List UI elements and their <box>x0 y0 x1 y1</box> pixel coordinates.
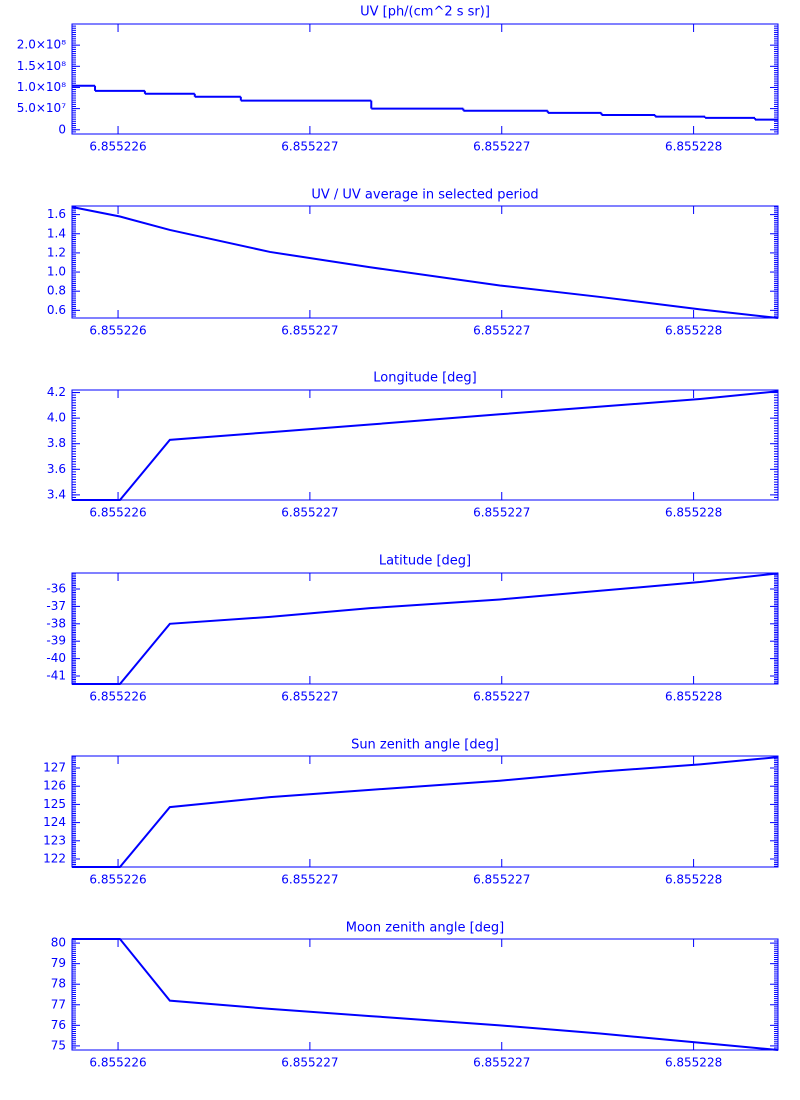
x-tick-label: 6.855228 <box>665 1056 722 1070</box>
panel: UV [ph/(cm^2 s sr)] 0 5.0×10⁷ 1.0×10⁸ 1.5×10… <box>17 5 779 154</box>
plot-frame <box>71 389 779 501</box>
y-tick-label: 77 <box>51 997 66 1011</box>
y-tick-label: 2.0×10⁸ <box>17 38 66 52</box>
y-tick-label: -39 <box>46 634 66 648</box>
x-tick-label: 6.855226 <box>89 873 146 887</box>
x-tick-label: 6.855226 <box>89 324 146 338</box>
plot-frame <box>71 205 779 319</box>
y-tick-label: 75 <box>51 1038 66 1052</box>
x-tick-label: 6.855227 <box>281 140 338 154</box>
y-tick-label: -40 <box>46 651 66 665</box>
y-tick-label: -36 <box>46 582 66 596</box>
y-tick-label: 1.2 <box>47 245 66 259</box>
y-tick-label: 124 <box>43 815 66 829</box>
y-tick-label: 3.6 <box>47 462 66 476</box>
y-tick-label: 127 <box>43 761 66 775</box>
y-tick-label: 1.5×10⁸ <box>17 59 66 73</box>
x-tick-label: 6.855227 <box>473 1056 530 1070</box>
x-tick-label: 6.855227 <box>281 1056 338 1070</box>
chart-title: Sun zenith angle [deg] <box>351 738 499 753</box>
data-line <box>72 572 779 685</box>
chart-title: UV [ph/(cm^2 s sr)] <box>360 5 490 20</box>
y-tick-label: 4.0 <box>47 411 66 425</box>
x-tick-label: 6.855227 <box>473 140 530 154</box>
x-tick-label: 6.855228 <box>665 506 722 520</box>
x-tick-label: 6.855226 <box>89 690 146 704</box>
x-tick-label: 6.855227 <box>473 324 530 338</box>
y-tick-label: 76 <box>51 1018 66 1032</box>
chart-title: UV / UV average in selected period <box>311 188 538 203</box>
y-tick-label: 79 <box>51 956 66 970</box>
y-tick-label: 80 <box>51 936 66 950</box>
y-tick-label: 0.6 <box>47 303 66 317</box>
y-tick-label: 125 <box>43 797 66 811</box>
data-line <box>72 390 779 501</box>
y-tick-label: 122 <box>43 851 66 865</box>
y-tick-label: 5.0×10⁷ <box>17 101 66 115</box>
x-tick-label: 6.855227 <box>281 873 338 887</box>
x-tick-label: 6.855226 <box>89 1056 146 1070</box>
panel: Longitude [deg] 3.4 3.6 3.8 4.0 4.2 6.855226 6.… <box>47 371 779 520</box>
y-tick-label: 123 <box>43 833 66 847</box>
chart-title: Moon zenith angle [deg] <box>346 921 504 936</box>
plot-frame <box>71 938 779 1051</box>
y-tick-label: -41 <box>46 668 66 682</box>
x-tick-label: 6.855227 <box>281 690 338 704</box>
y-tick-label: -38 <box>46 616 66 630</box>
x-tick-label: 6.855226 <box>89 506 146 520</box>
plot-frame <box>71 572 779 685</box>
y-tick-label: 3.4 <box>47 487 66 501</box>
panel: Moon zenith angle [deg] 75 76 77 78 79 80 6.855… <box>51 921 779 1070</box>
y-tick-label: 0 <box>58 122 66 136</box>
x-tick-label: 6.855228 <box>665 690 722 704</box>
data-line <box>72 938 779 1051</box>
y-tick-label: -37 <box>46 599 66 613</box>
panel: UV / UV average in selected period 0.6 0.8… <box>47 188 779 338</box>
x-tick-label: 6.855227 <box>281 506 338 520</box>
x-tick-label: 6.855228 <box>665 324 722 338</box>
data-line <box>72 756 779 868</box>
y-tick-label: 1.0 <box>47 265 66 279</box>
y-tick-label: 3.8 <box>47 436 66 450</box>
panel: Latitude [deg] -41 -40 -39 -38 -37 -36 6.855226… <box>46 554 779 704</box>
y-tick-label: 4.2 <box>47 385 66 399</box>
y-tick-label: 126 <box>43 779 66 793</box>
chart-title: Latitude [deg] <box>379 554 471 569</box>
x-tick-label: 6.855227 <box>473 506 530 520</box>
panel: Sun zenith angle [deg] 122 123 124 125 126 127… <box>43 738 779 887</box>
x-tick-label: 6.855228 <box>665 873 722 887</box>
x-tick-label: 6.855227 <box>473 690 530 704</box>
y-tick-label: 78 <box>51 977 66 991</box>
y-tick-label: 1.4 <box>47 226 66 240</box>
x-tick-label: 6.855227 <box>473 873 530 887</box>
y-tick-label: 1.0×10⁸ <box>17 80 66 94</box>
data-line <box>71 205 779 319</box>
x-tick-label: 6.855228 <box>665 140 722 154</box>
chart-title: Longitude [deg] <box>373 371 476 386</box>
x-tick-label: 6.855227 <box>281 324 338 338</box>
x-tick-label: 6.855226 <box>89 140 146 154</box>
y-tick-label: 1.6 <box>47 207 66 221</box>
y-tick-label: 0.8 <box>47 284 66 298</box>
plot-frame <box>71 755 779 868</box>
